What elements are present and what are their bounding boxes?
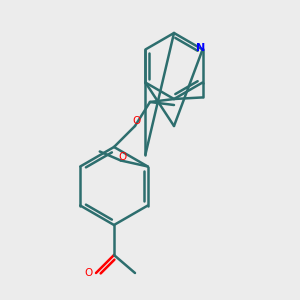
Text: O: O — [84, 268, 93, 278]
Text: N: N — [196, 43, 206, 53]
Text: O: O — [132, 116, 141, 127]
Text: O: O — [118, 152, 126, 162]
